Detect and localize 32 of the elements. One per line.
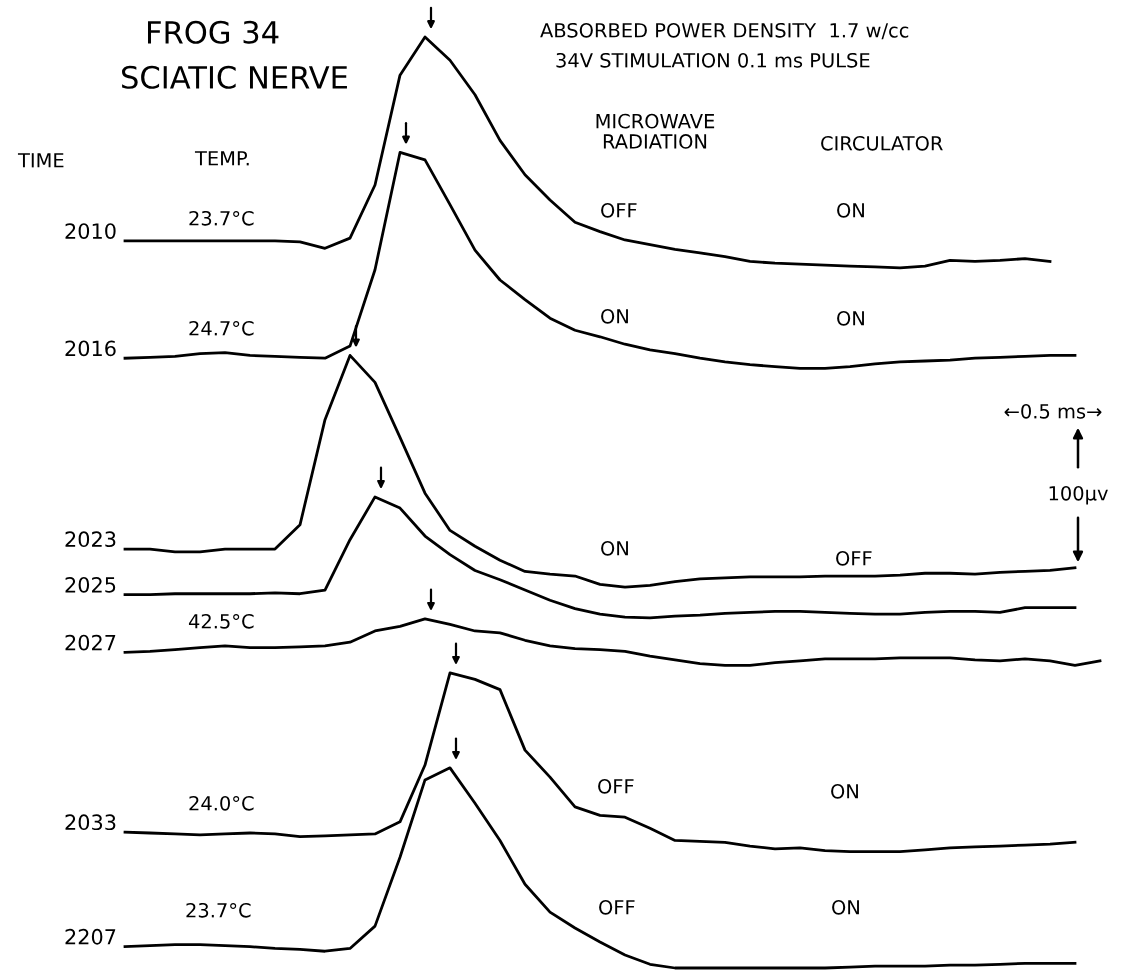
annotation: ON xyxy=(837,202,864,218)
text: SCIATIC NERVE xyxy=(122,65,347,89)
annotation: OFF xyxy=(598,778,634,794)
annotation: 23.7°C xyxy=(186,902,251,918)
annotation: 100µv xyxy=(1049,485,1108,505)
series-label: 2207 xyxy=(65,928,116,945)
annotation: ON xyxy=(837,310,864,326)
annotation: 34V STIMULATION 0.1 ms PULSE xyxy=(556,52,870,68)
annotation: ON xyxy=(832,899,859,915)
series-label: 2016 xyxy=(65,340,116,357)
series-label: 2025 xyxy=(65,576,116,593)
annotation: MICROWAVE RADIATION xyxy=(596,113,715,149)
series-label: 2023 xyxy=(65,531,116,548)
annotation: OFF xyxy=(599,899,635,915)
annotation: TEMP. xyxy=(194,151,249,166)
series-label: 2033 xyxy=(65,814,116,831)
annotation: 24.7°C xyxy=(189,320,254,336)
annotation: ←0.5 ms→ xyxy=(1004,403,1102,419)
text: TIME xyxy=(17,153,64,168)
annotation: CIRCULATOR xyxy=(821,135,943,151)
annotation: ON xyxy=(601,540,628,556)
chart-title: FROG 34 xyxy=(148,20,279,44)
series-label: 2010 xyxy=(65,223,116,239)
annotation: ON xyxy=(601,308,628,324)
annotation: 42.5°C xyxy=(188,613,254,629)
annotation: 23.7°C xyxy=(189,210,254,226)
annotation: OFF xyxy=(836,550,872,566)
annotation: 24.0°C xyxy=(189,795,254,811)
annotation: ON xyxy=(831,783,858,799)
annotation: OFF xyxy=(601,202,637,218)
annotation: ABSORBED POWER DENSITY 1.7 w/cc xyxy=(540,22,909,40)
series-label: 2027 xyxy=(65,634,116,651)
